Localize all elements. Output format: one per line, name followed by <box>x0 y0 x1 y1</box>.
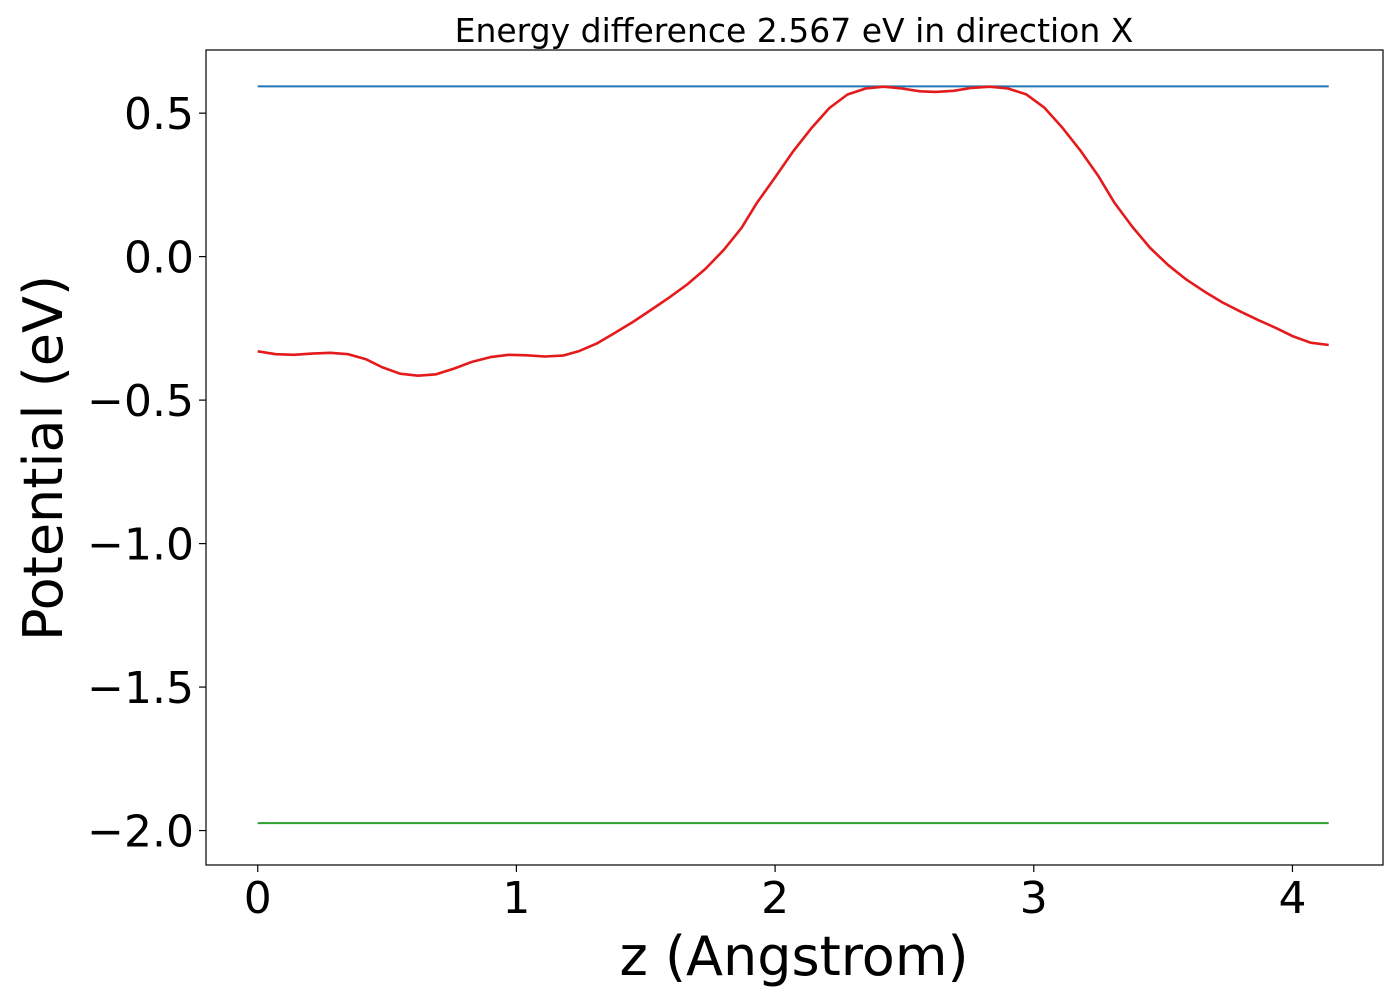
y-tick-label: −2.0 <box>87 807 194 858</box>
y-tick-label: −0.5 <box>87 376 194 427</box>
x-tick-label: 2 <box>761 873 789 924</box>
x-tick-label: 1 <box>502 873 530 924</box>
plot-frame <box>205 49 1384 866</box>
y-axis-label: Potential (eV) <box>12 275 75 641</box>
x-tick-label: 3 <box>1020 873 1048 924</box>
y-axis: 0.5 0.0 −0.5 −1.0 −1.5 −2.0 <box>87 89 206 858</box>
series-line-3 <box>257 85 1329 378</box>
chart-title: Energy difference 2.567 eV in direction … <box>455 11 1134 50</box>
x-axis-label: z (Angstrom) <box>619 925 968 988</box>
y-tick-label: 0.5 <box>124 89 194 140</box>
x-tick-label: 4 <box>1278 873 1306 924</box>
x-tick-label: 0 <box>244 873 272 924</box>
x-axis: 0 1 2 3 4 <box>244 865 1306 924</box>
y-tick-label: −1.5 <box>87 663 194 714</box>
y-tick-label: −1.0 <box>87 520 194 571</box>
y-tick-label: 0.0 <box>124 233 194 284</box>
plot-area <box>205 49 1384 866</box>
series-layer <box>257 85 1329 825</box>
